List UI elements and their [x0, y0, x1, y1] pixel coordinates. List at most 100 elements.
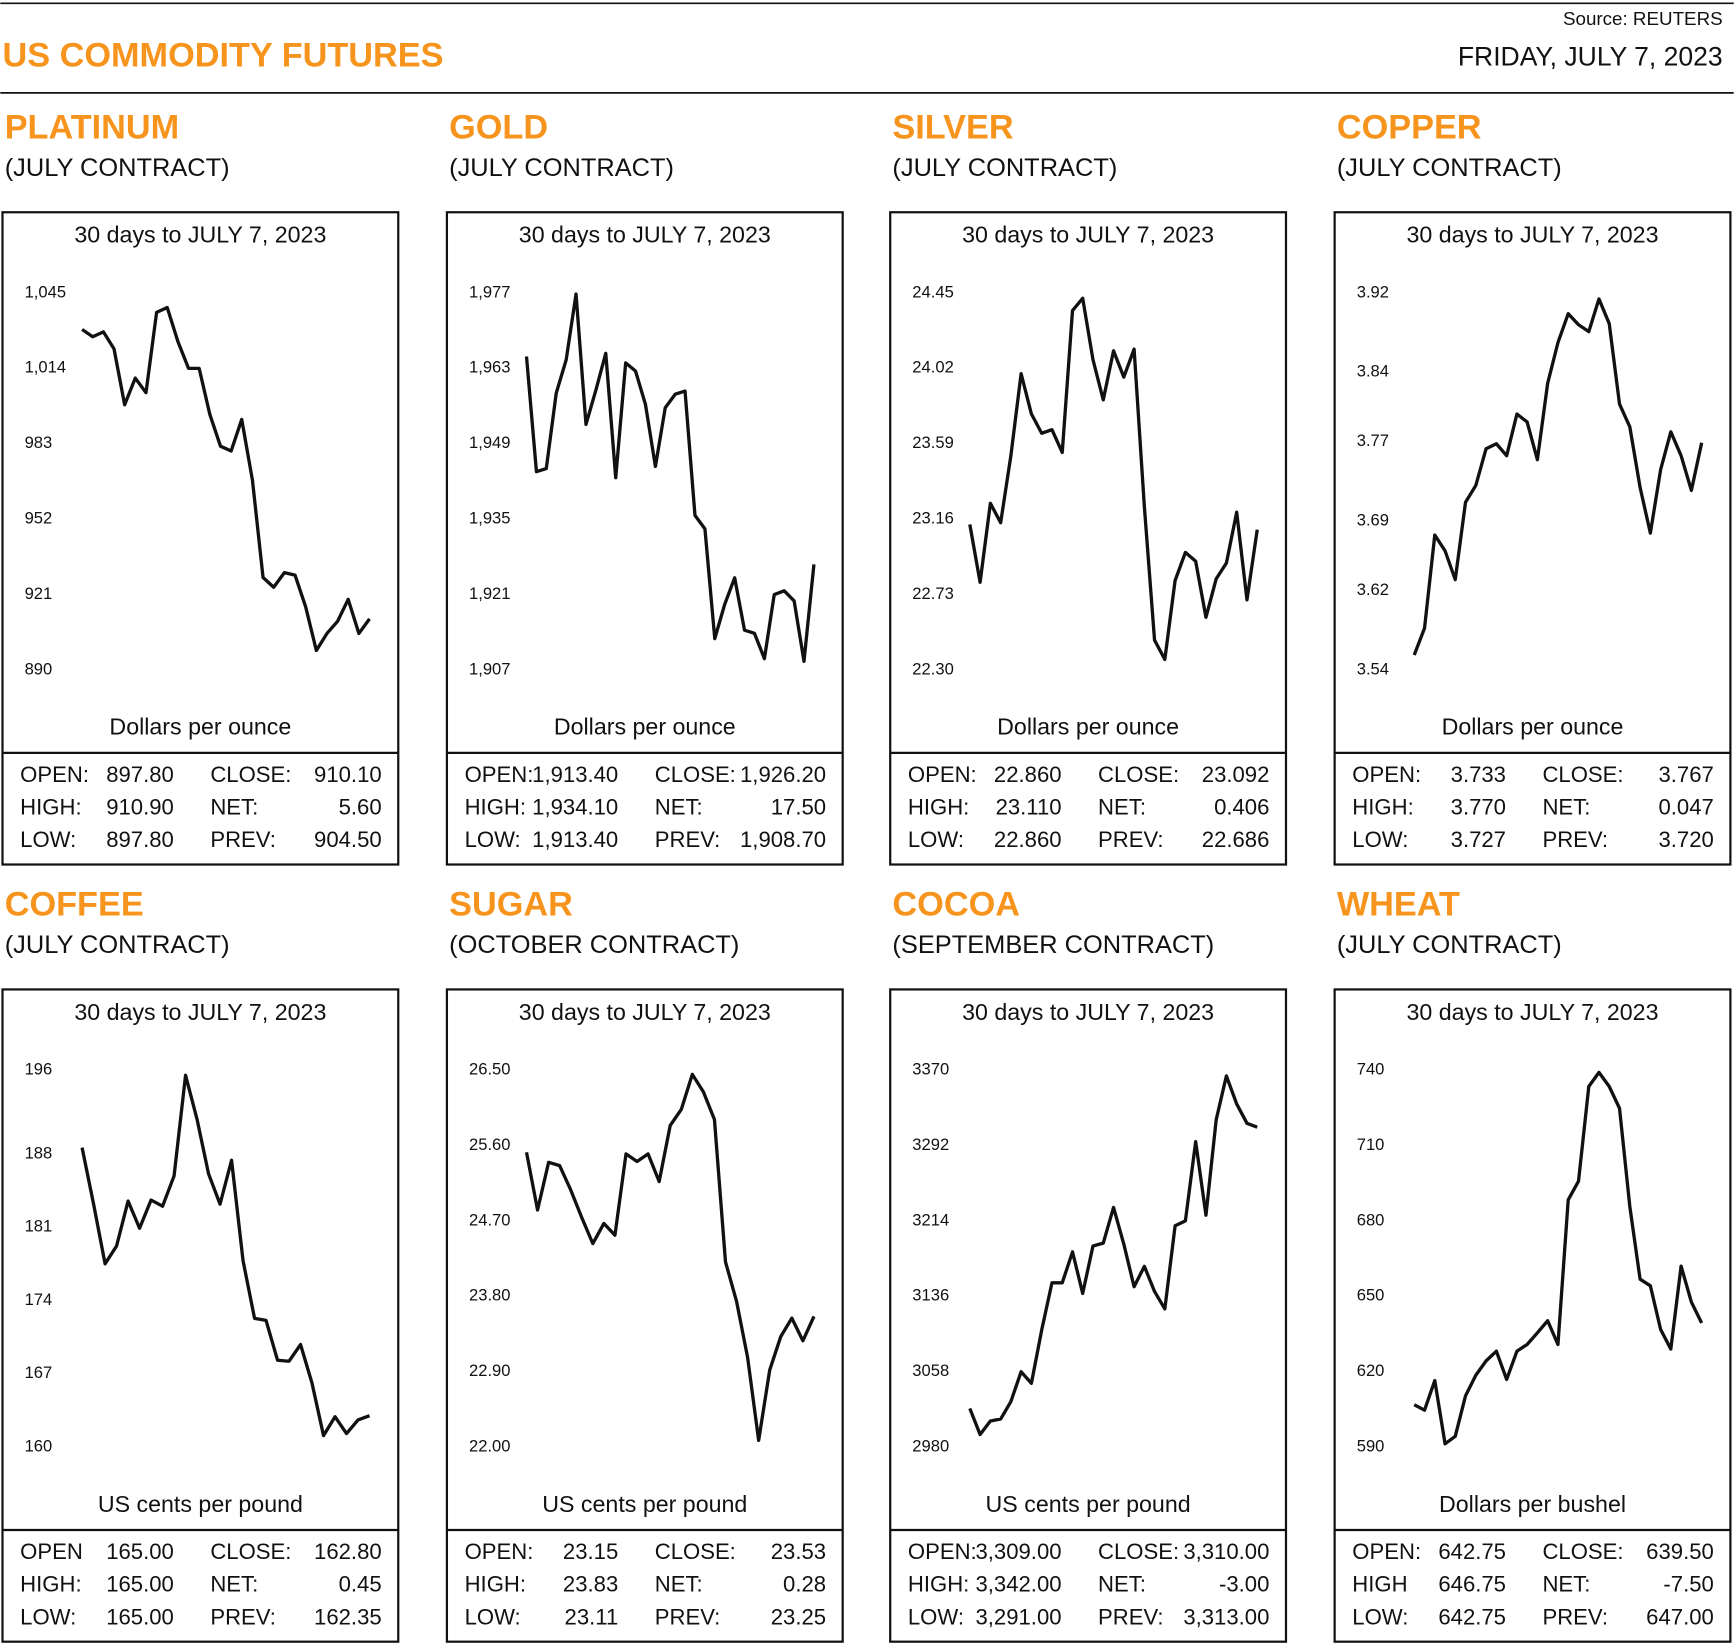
- stat-value: 23.092: [1202, 762, 1270, 787]
- stat-value: 23.11: [565, 1604, 619, 1629]
- y-tick-label: 680: [1357, 1210, 1385, 1229]
- y-tick-label: 23.59: [912, 433, 954, 452]
- stat-label: OPEN:: [1352, 762, 1421, 787]
- y-tick-label: 983: [25, 433, 53, 452]
- stat-label: HIGH:: [20, 1572, 81, 1597]
- y-tick-label: 3.92: [1357, 282, 1389, 301]
- y-tick-label: 1,935: [469, 509, 511, 528]
- stat-label: OPEN:: [20, 762, 89, 787]
- price-line: [524, 292, 816, 663]
- y-axis-label: US cents per pound: [986, 1491, 1191, 1517]
- chart-caption: 30 days to JULY 7, 2023: [74, 999, 326, 1025]
- stat-value: 23.110: [996, 795, 1062, 820]
- stat-value: 904.50: [314, 827, 382, 852]
- y-tick-label: 952: [25, 509, 53, 528]
- contract-subtitle: (JULY CONTRACT): [892, 154, 1117, 182]
- commodity-title: SILVER: [892, 108, 1013, 146]
- stat-value: 897.80: [106, 762, 174, 787]
- stat-value: 3.767: [1658, 762, 1713, 787]
- price-line: [524, 1072, 816, 1443]
- stat-value: 3,310.00: [1183, 1539, 1269, 1564]
- stat-label: NET:: [1098, 795, 1146, 820]
- stat-value: 1,913.40: [532, 827, 618, 852]
- stat-value: 22.860: [994, 762, 1062, 787]
- y-tick-label: 22.00: [469, 1436, 511, 1455]
- stat-value: 647.00: [1646, 1604, 1714, 1629]
- page-title: US COMMODITY FUTURES: [2, 37, 443, 75]
- y-tick-label: 22.90: [469, 1361, 511, 1380]
- y-tick-label: 3136: [912, 1286, 949, 1305]
- stat-value: 3.733: [1451, 762, 1506, 787]
- stat-label: PREV:: [655, 827, 721, 852]
- stat-value: 165.00: [106, 1539, 174, 1564]
- y-tick-label: 921: [25, 584, 53, 603]
- y-tick-label: 3.62: [1357, 580, 1389, 599]
- stat-value: 3.770: [1451, 795, 1506, 820]
- stat-label: NET:: [210, 795, 258, 820]
- y-tick-label: 24.45: [912, 282, 954, 301]
- y-tick-label: 1,921: [469, 584, 511, 603]
- stat-label: LOW:: [908, 827, 964, 852]
- stat-label: OPEN: [20, 1539, 83, 1564]
- price-line: [968, 1074, 1258, 1437]
- y-tick-label: 3.69: [1357, 511, 1389, 530]
- stat-label: NET:: [1098, 1572, 1146, 1597]
- y-tick-label: 25.60: [469, 1135, 511, 1154]
- y-axis-label: Dollars per bushel: [1439, 1491, 1626, 1517]
- y-tick-label: 160: [25, 1436, 53, 1455]
- panel-box: [889, 988, 1288, 1643]
- stat-label: PREV:: [1098, 827, 1164, 852]
- stat-label: PREV:: [1542, 827, 1608, 852]
- stat-value: 1,908.70: [740, 827, 826, 852]
- commodity-title: GOLD: [449, 108, 548, 146]
- stat-value: 642.75: [1438, 1604, 1506, 1629]
- chart-caption: 30 days to JULY 7, 2023: [962, 999, 1214, 1025]
- y-tick-label: 23.16: [912, 509, 954, 528]
- y-tick-label: 174: [25, 1290, 53, 1309]
- y-tick-label: 3.77: [1357, 431, 1389, 450]
- y-tick-label: 188: [25, 1143, 53, 1162]
- stat-label: PREV:: [210, 1604, 276, 1629]
- stat-value: 23.15: [563, 1539, 618, 1564]
- stat-label: NET:: [1542, 795, 1590, 820]
- panel-box: [889, 211, 1288, 866]
- commodity-title: COFFEE: [5, 886, 144, 924]
- price-line: [968, 296, 1259, 662]
- stat-label: PREV:: [1542, 1604, 1608, 1629]
- panel-box: [1, 988, 400, 1643]
- stat-value: 3.720: [1658, 827, 1713, 852]
- y-tick-label: 3214: [912, 1210, 949, 1229]
- stat-value: 910.90: [106, 795, 174, 820]
- y-tick-label: 1,014: [25, 358, 67, 377]
- y-tick-label: 196: [25, 1060, 53, 1079]
- contract-subtitle: (JULY CONTRACT): [1337, 154, 1562, 182]
- stat-value: 23.53: [771, 1539, 826, 1564]
- y-tick-label: 181: [25, 1217, 53, 1236]
- stat-label: NET:: [210, 1572, 258, 1597]
- y-tick-label: 3.54: [1357, 659, 1389, 678]
- stat-value: 162.35: [314, 1604, 382, 1629]
- contract-subtitle: (OCTOBER CONTRACT): [449, 931, 739, 959]
- y-tick-label: 22.30: [912, 659, 954, 678]
- stat-value: 0.406: [1214, 795, 1269, 820]
- chart-caption: 30 days to JULY 7, 2023: [519, 222, 771, 248]
- stat-value: 23.25: [771, 1604, 826, 1629]
- stat-label: LOW:: [465, 1604, 521, 1629]
- stat-value: 639.50: [1646, 1539, 1714, 1564]
- y-axis-label: Dollars per ounce: [1442, 714, 1624, 740]
- stat-label: NET:: [655, 1572, 703, 1597]
- panel-box: [1, 211, 400, 866]
- panel-box: [445, 211, 844, 866]
- stat-label: NET:: [1542, 1572, 1590, 1597]
- y-tick-label: 710: [1357, 1135, 1385, 1154]
- contract-subtitle: (SEPTEMBER CONTRACT): [892, 931, 1214, 959]
- panel-box: [1333, 988, 1732, 1643]
- commodity-title: PLATINUM: [5, 108, 179, 146]
- y-tick-label: 650: [1357, 1286, 1385, 1305]
- stat-label: CLOSE:: [210, 1539, 291, 1564]
- stat-value: 646.75: [1438, 1572, 1506, 1597]
- stat-value: 0.45: [339, 1572, 382, 1597]
- chart-caption: 30 days to JULY 7, 2023: [519, 999, 771, 1025]
- y-tick-label: 1,963: [469, 358, 511, 377]
